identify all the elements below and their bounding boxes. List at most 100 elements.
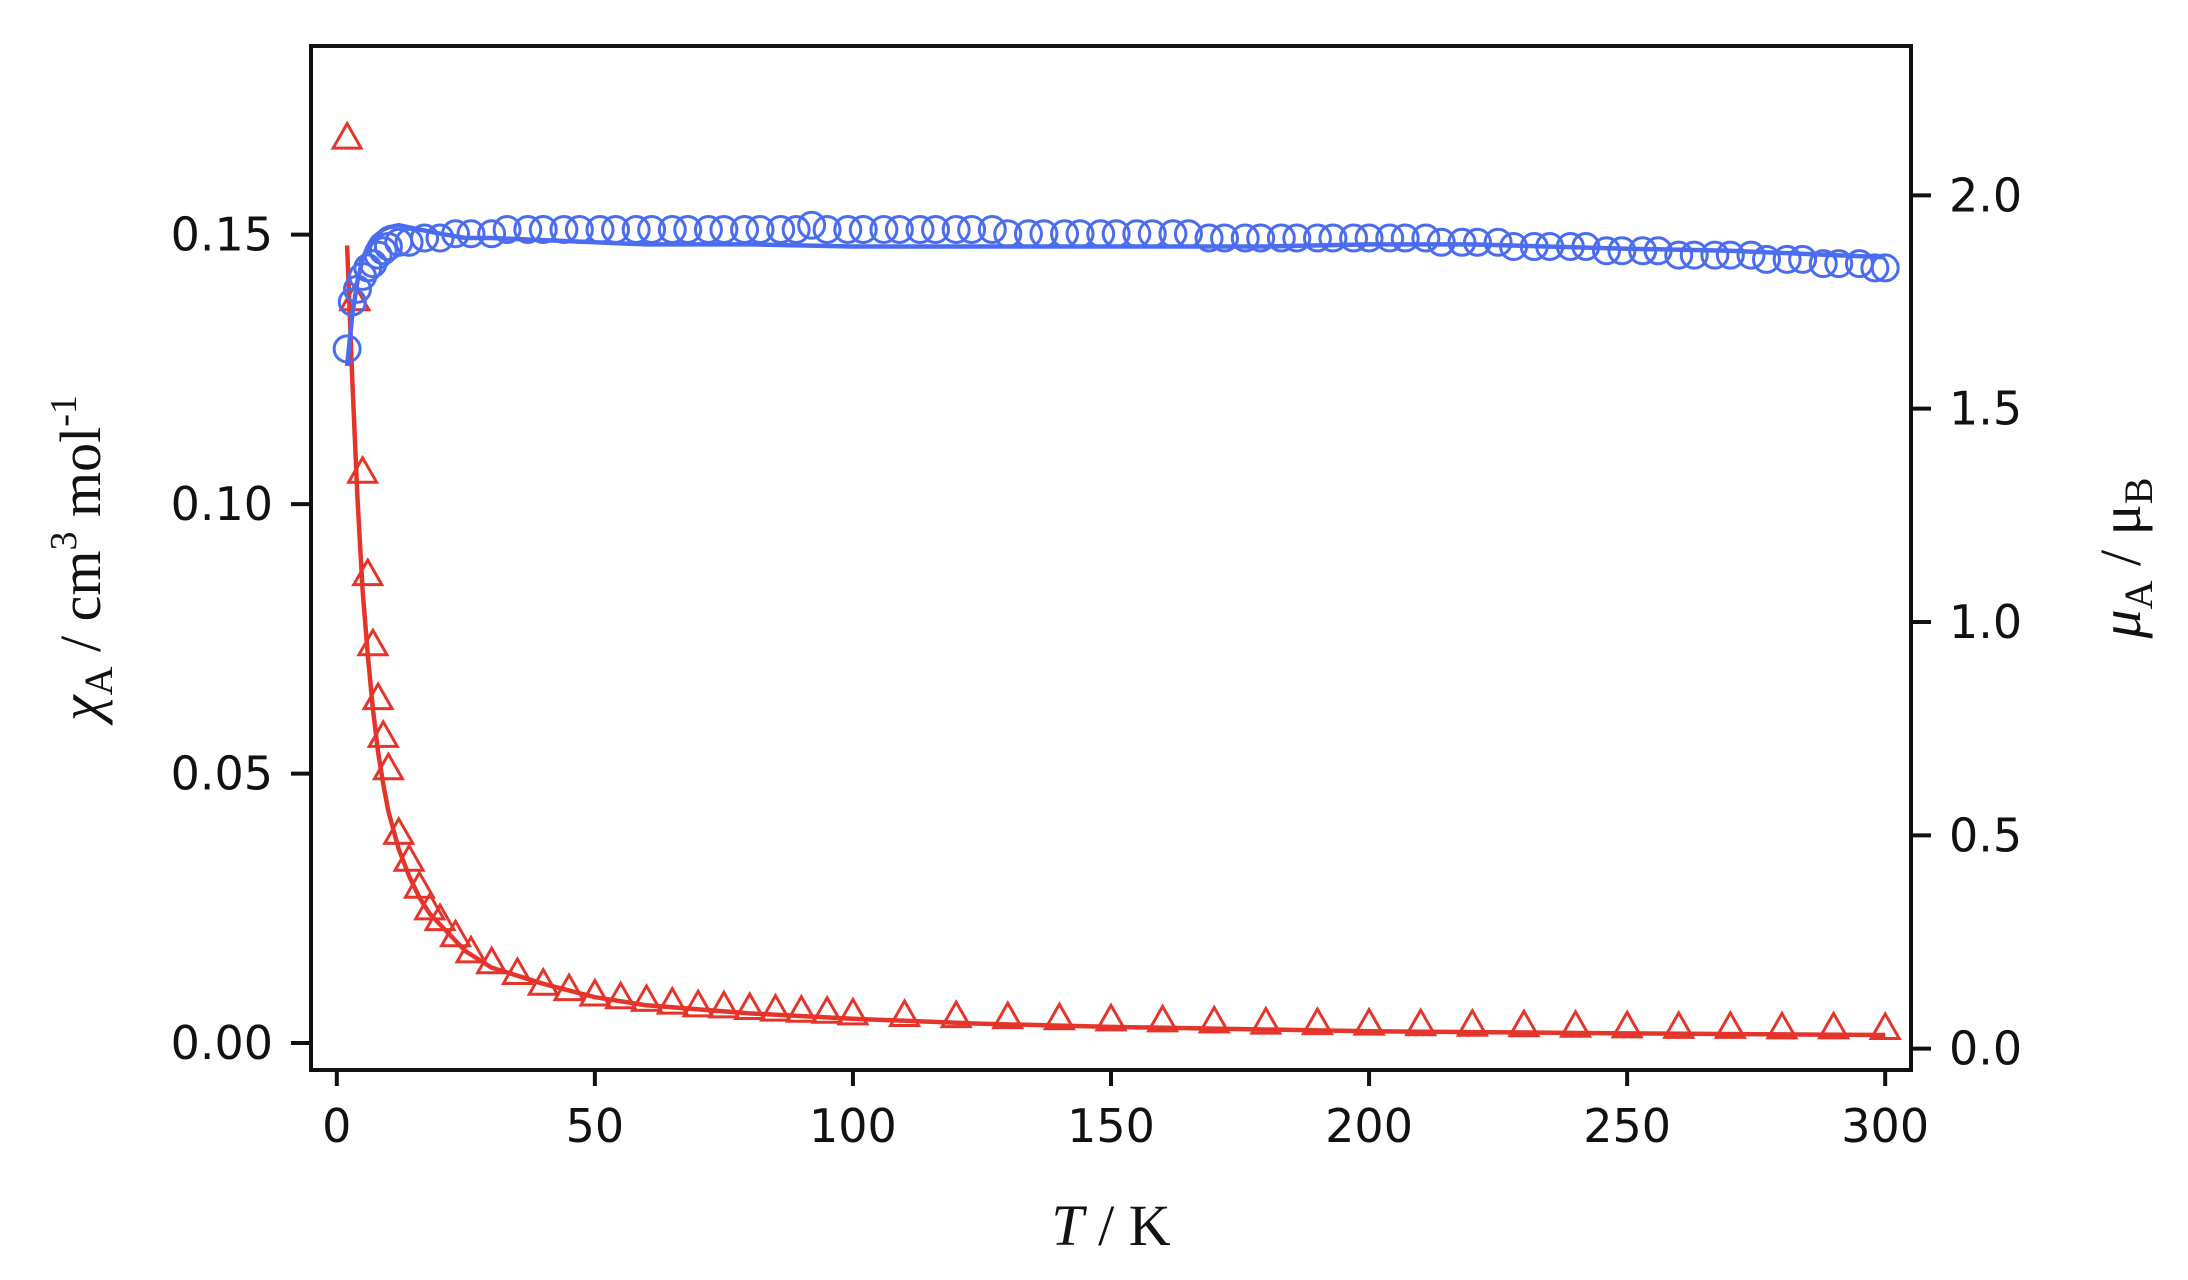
mu-data-point	[1318, 223, 1348, 253]
chi-fit-line	[344, 245, 1886, 1038]
mu-data-point	[1700, 240, 1730, 270]
chi-data-point	[330, 120, 364, 150]
chi-data-point	[784, 993, 818, 1023]
chi-data-point	[1197, 1004, 1231, 1034]
x-tick-label: 0	[322, 1099, 351, 1153]
chi-data-point	[1455, 1007, 1489, 1037]
mu-data-point	[368, 236, 398, 266]
mu-data-point	[1282, 223, 1312, 253]
x-tick-label: 250	[1583, 1099, 1671, 1153]
x-axis: 0 50 100 150 200 250 300	[322, 1070, 1929, 1153]
chi-data-point	[836, 996, 870, 1026]
mu-data-point	[425, 223, 455, 253]
mu-fit-line	[344, 222, 1886, 367]
chi-data-point	[346, 454, 380, 484]
y-left-tick-label: 0.10	[171, 477, 273, 531]
mu-data-point	[1824, 249, 1854, 279]
mu-data-point	[528, 214, 558, 244]
chi-data-point	[1352, 1006, 1386, 1036]
chi-data-point	[629, 982, 664, 1012]
mu-data-point	[1736, 240, 1766, 270]
chi-data-point	[1765, 1010, 1799, 1040]
chi-data-point	[351, 557, 385, 587]
chi-data-point	[1042, 1001, 1076, 1031]
mu-data-point	[1483, 227, 1513, 257]
y-left-tick-label: 0.05	[171, 747, 273, 801]
chi-data-point	[1146, 1003, 1180, 1033]
y-axis-right-title: μA / μB	[2088, 478, 2161, 640]
chi-data-point	[604, 980, 638, 1010]
y-left-tick-label: 0.00	[171, 1016, 273, 1070]
chi-data-point	[1816, 1010, 1851, 1040]
mu-data-point	[513, 214, 543, 244]
chi-data-point	[1404, 1007, 1438, 1037]
chi-data-point	[681, 988, 715, 1018]
mu-data-point	[1230, 223, 1260, 253]
mu-data-point	[477, 219, 507, 249]
chi-data-point	[1713, 1009, 1747, 1039]
mu-data-point	[1808, 249, 1838, 279]
mu-data-point	[1591, 236, 1621, 266]
mu-data-point	[766, 214, 796, 244]
chi-data-point	[1662, 1009, 1696, 1039]
mu-data-point	[1664, 240, 1694, 270]
mu-data-point	[492, 214, 522, 244]
y-right-tick-label: 0.5	[1949, 808, 2022, 862]
chi-data-point	[356, 627, 390, 657]
x-tick-label: 100	[809, 1099, 897, 1153]
mu-data-point	[1375, 223, 1405, 253]
chi-data-point	[707, 989, 741, 1019]
chi-data-point	[655, 985, 689, 1015]
x-tick-label: 200	[1325, 1099, 1413, 1153]
mu-data-point	[781, 214, 811, 244]
chi-data-point	[1249, 1005, 1283, 1035]
chi-data-point	[810, 994, 844, 1024]
chi-data-point	[475, 945, 509, 975]
x-tick-label: 300	[1841, 1099, 1929, 1153]
mu-data-point	[1715, 240, 1745, 270]
mu-data-point	[1411, 223, 1441, 253]
mu-data-point	[977, 214, 1007, 244]
mu-data-point	[1354, 223, 1384, 253]
mu-data-point	[1772, 244, 1802, 274]
x-tick-label: 150	[1067, 1099, 1155, 1153]
y-right-tick-label: 1.5	[1949, 382, 2022, 436]
chi-data-point	[361, 681, 395, 711]
chi-data-point	[887, 998, 922, 1028]
mu-data-point	[941, 214, 971, 244]
mu-data-point	[957, 214, 987, 244]
chi-data-point	[1868, 1010, 1902, 1040]
mu-data-point	[1390, 223, 1420, 253]
mu-data-point	[1751, 244, 1781, 274]
mu-data-point	[1266, 223, 1296, 253]
chi-data-point	[382, 815, 416, 845]
mu-data-point	[456, 219, 486, 249]
y-axis-right: 0.0 0.5 1.0 1.5 2.0	[1911, 168, 2022, 1076]
mu-data-point	[1246, 223, 1276, 253]
mu-data-point	[1339, 223, 1369, 253]
plot-frame	[309, 44, 1913, 1072]
mu-data-point	[812, 214, 842, 244]
mu-data-point	[797, 210, 827, 240]
x-axis-title: T / K	[1051, 1193, 1170, 1258]
x-tick-label: 50	[566, 1099, 625, 1153]
chi-data-point	[1507, 1008, 1541, 1038]
chi-data-point	[578, 977, 612, 1007]
mu-data-point	[848, 214, 878, 244]
mu-data-point	[869, 214, 899, 244]
mu-data-point	[1302, 223, 1332, 253]
mu-data-point	[410, 223, 440, 253]
y-right-tick-label: 0.0	[1949, 1022, 2022, 1076]
y-right-tick-label: 1.0	[1949, 595, 2022, 649]
chi-data-point	[1558, 1008, 1593, 1038]
mu-data-point	[1788, 244, 1818, 274]
chi-data-point	[1300, 1006, 1335, 1036]
y-left-tick-label: 0.15	[171, 208, 273, 262]
mu-data-point	[921, 214, 951, 244]
chi-data-point	[939, 999, 973, 1029]
y-axis-left: 0.00 0.05 0.10 0.15	[171, 208, 311, 1070]
mu-data-point	[884, 214, 914, 244]
mu-data-point	[1194, 223, 1224, 253]
mu-data-point	[833, 214, 863, 244]
chi-data-point	[1610, 1009, 1644, 1039]
